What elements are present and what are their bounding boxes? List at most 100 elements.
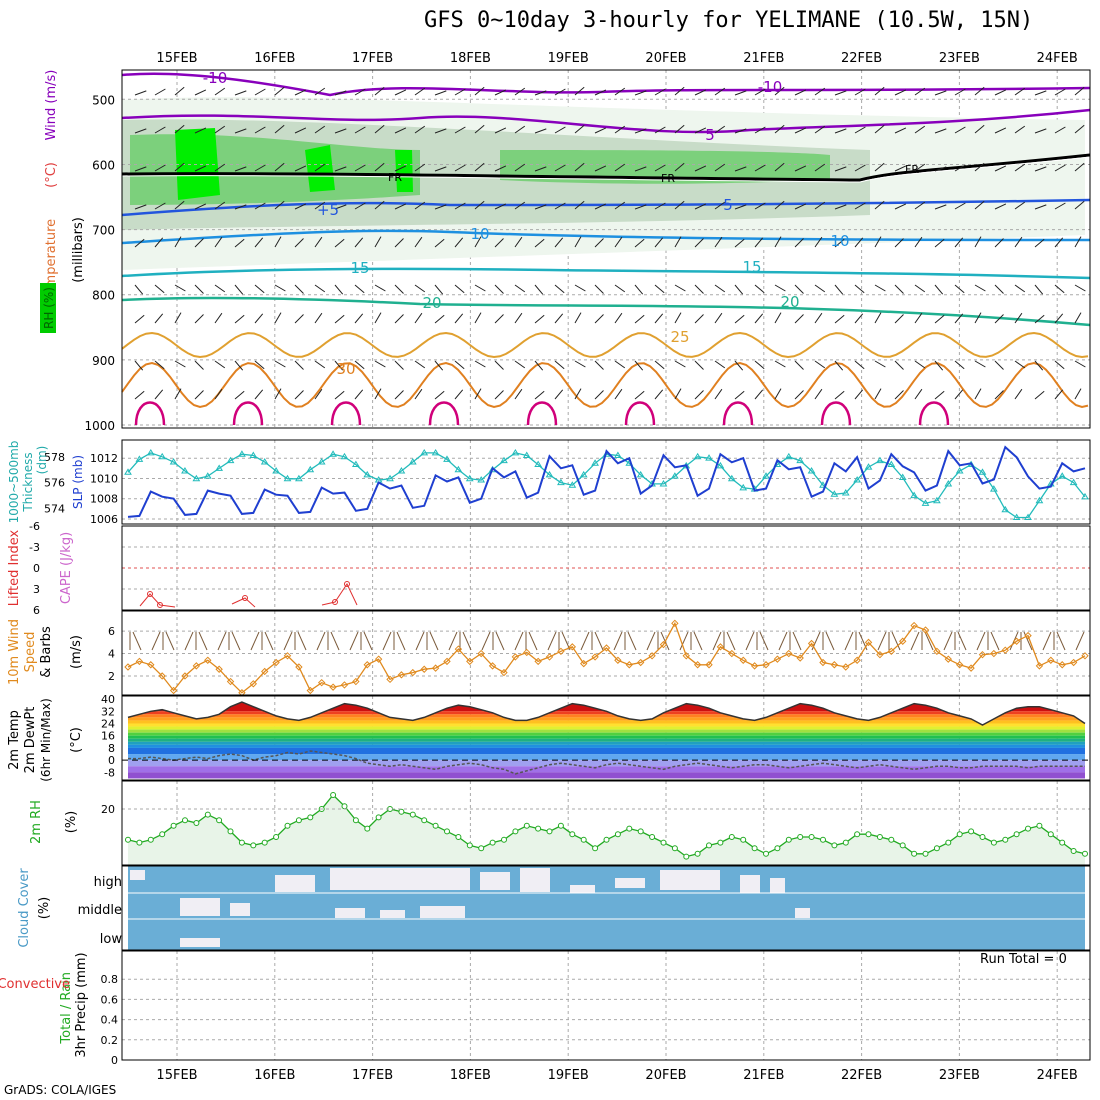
ylabel-lifted-index: Lifted Index [7,529,22,606]
wind-barb [234,238,245,248]
wind-barb [514,284,526,293]
wind-barb [1054,126,1066,134]
wind-barb [1054,313,1064,324]
thickness-point [978,468,987,475]
wind-barb [194,238,204,248]
wind-barb [754,237,764,248]
rh2m-point [854,831,861,838]
wind-barb [294,89,307,96]
wind10-point [1012,637,1021,645]
wind-barb [734,166,747,172]
wind-barb [914,125,926,134]
wind-barb [434,390,445,400]
temp-band [128,723,1085,727]
wind10-barb [693,631,703,651]
wind-barb [294,314,304,324]
cloud-level-middle: middle [78,903,122,918]
isotherm-35 [820,401,852,426]
ylabel-precip-conv: Convective [0,977,70,992]
contour-label-t10b: 10 [830,232,849,250]
wind-barb [534,390,545,400]
wind-barb [1074,86,1085,96]
wind-barb [474,86,485,96]
thickness-point [215,464,224,471]
wind-barb [174,312,182,324]
li-point [147,591,153,597]
wind-barb [1014,201,1026,210]
wind-barb [894,238,904,248]
wind10-point [283,652,292,660]
rh2m-point [216,817,223,824]
wind10-point [750,662,759,670]
wind-barb [794,127,807,134]
temp-tick: 16 [101,730,115,743]
wind10-barb [547,631,557,651]
isotherm-35 [526,401,558,426]
wind-barb [834,90,847,96]
wind-barb [954,88,966,96]
wind-barb [174,360,186,368]
wind10-point [1069,658,1078,667]
rh-core-1 [175,128,220,200]
thickness-point [135,455,144,462]
wind-barb [134,314,145,324]
chart-title: GFS 0~10day 3-hourly for YELIMANE (10.5W… [424,8,1034,33]
temp-band [128,744,1085,748]
wind-barb [994,284,1004,294]
wind10-barb [990,631,1000,651]
wind-barb [414,87,426,96]
rh2m-point [295,817,302,824]
wind-barb [614,312,623,324]
wind-barb [514,163,526,172]
wind10-point [1024,631,1032,640]
wind-barb [594,203,607,210]
wind10-point [716,643,725,651]
ylabel-temp-d: (°C) [69,727,84,753]
rh2m-point [808,834,815,840]
thickness-point [887,460,896,468]
wind10-barb [580,631,590,651]
wind-barb [694,284,704,294]
precip-tick: 0.8 [101,973,119,986]
wind10-point [990,649,998,658]
wind-barb [554,202,566,210]
wind-barb [934,204,947,210]
rh2m-point [649,834,656,840]
wind-barb [274,86,285,96]
wind10-point [910,621,918,630]
rh2m-point [911,850,918,857]
wind-barb [1054,360,1065,370]
rh2m-point [352,817,359,824]
freezing-level [121,153,1091,182]
isotherm-10 [121,229,1091,245]
ylabel-wind10-c: & Barbs [39,626,54,678]
wind10-point [955,661,964,669]
thickness-point [784,452,793,460]
thickness-point [431,448,440,456]
wind-barb [654,237,664,248]
wind-barb [674,124,685,134]
wind-barb [754,88,766,96]
date-label-bottom: 15FEB [156,1068,197,1083]
wind-barb [1034,284,1044,295]
wind10-point [135,657,144,666]
rh2m-point [1002,836,1009,843]
rh2m-point [899,842,906,849]
wind-barb [894,390,904,400]
wind-barb [194,390,204,400]
wind-barb [954,360,965,370]
wind-barb [974,388,982,400]
wind10-barb [1075,631,1085,651]
wind-barb [514,236,523,248]
thickness-point [295,474,303,482]
pressure-tick: 1000 [84,419,115,433]
wind-barb [254,313,264,324]
wind-barb [774,86,785,96]
rh2m-point [990,839,997,846]
wind-barb [854,202,866,210]
wind-barb [634,390,645,400]
contour-label-p5c: 5 [723,196,733,214]
wind-barb [294,284,304,294]
wind10-point [557,647,565,656]
wind-barb [554,313,564,324]
